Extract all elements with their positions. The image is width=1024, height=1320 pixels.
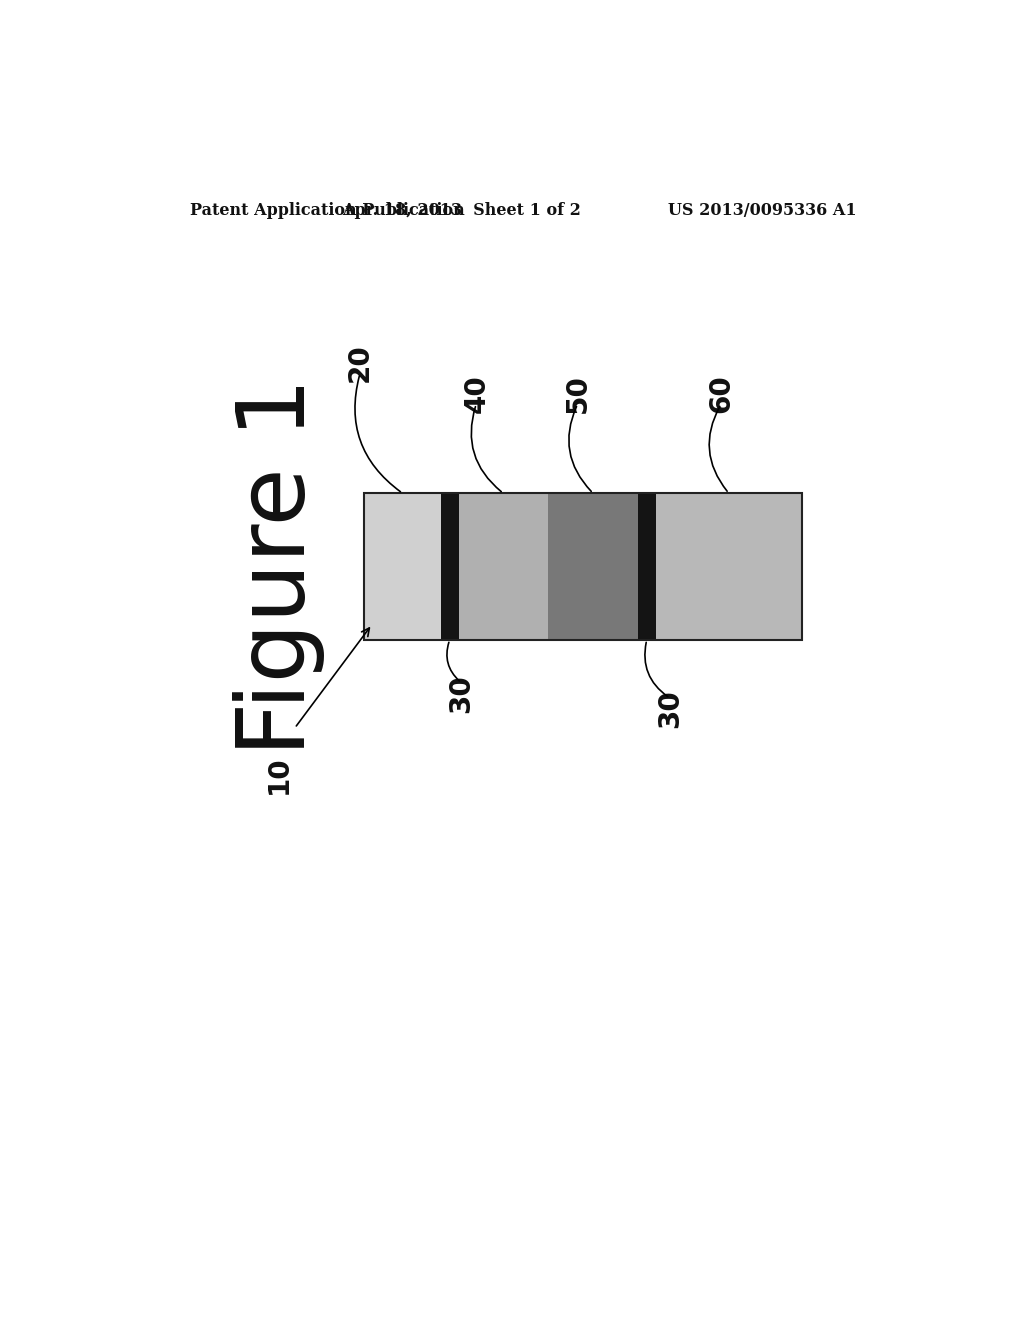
Text: Patent Application Publication: Patent Application Publication	[190, 202, 465, 219]
Text: 30: 30	[447, 675, 475, 713]
Text: 40: 40	[462, 374, 490, 413]
Bar	[548, 494, 638, 640]
Bar	[441, 494, 459, 640]
Bar	[655, 494, 802, 640]
Bar	[459, 494, 548, 640]
Bar	[365, 494, 802, 640]
Text: 50: 50	[563, 374, 592, 413]
Text: 30: 30	[656, 689, 684, 729]
Text: 10: 10	[265, 755, 293, 793]
Text: 20: 20	[346, 343, 374, 381]
Text: US 2013/0095336 A1: US 2013/0095336 A1	[668, 202, 856, 219]
Bar	[638, 494, 655, 640]
Text: Apr. 18, 2013  Sheet 1 of 2: Apr. 18, 2013 Sheet 1 of 2	[342, 202, 581, 219]
Bar	[365, 494, 441, 640]
Text: 60: 60	[708, 374, 735, 413]
Text: Figure 1: Figure 1	[233, 378, 326, 756]
